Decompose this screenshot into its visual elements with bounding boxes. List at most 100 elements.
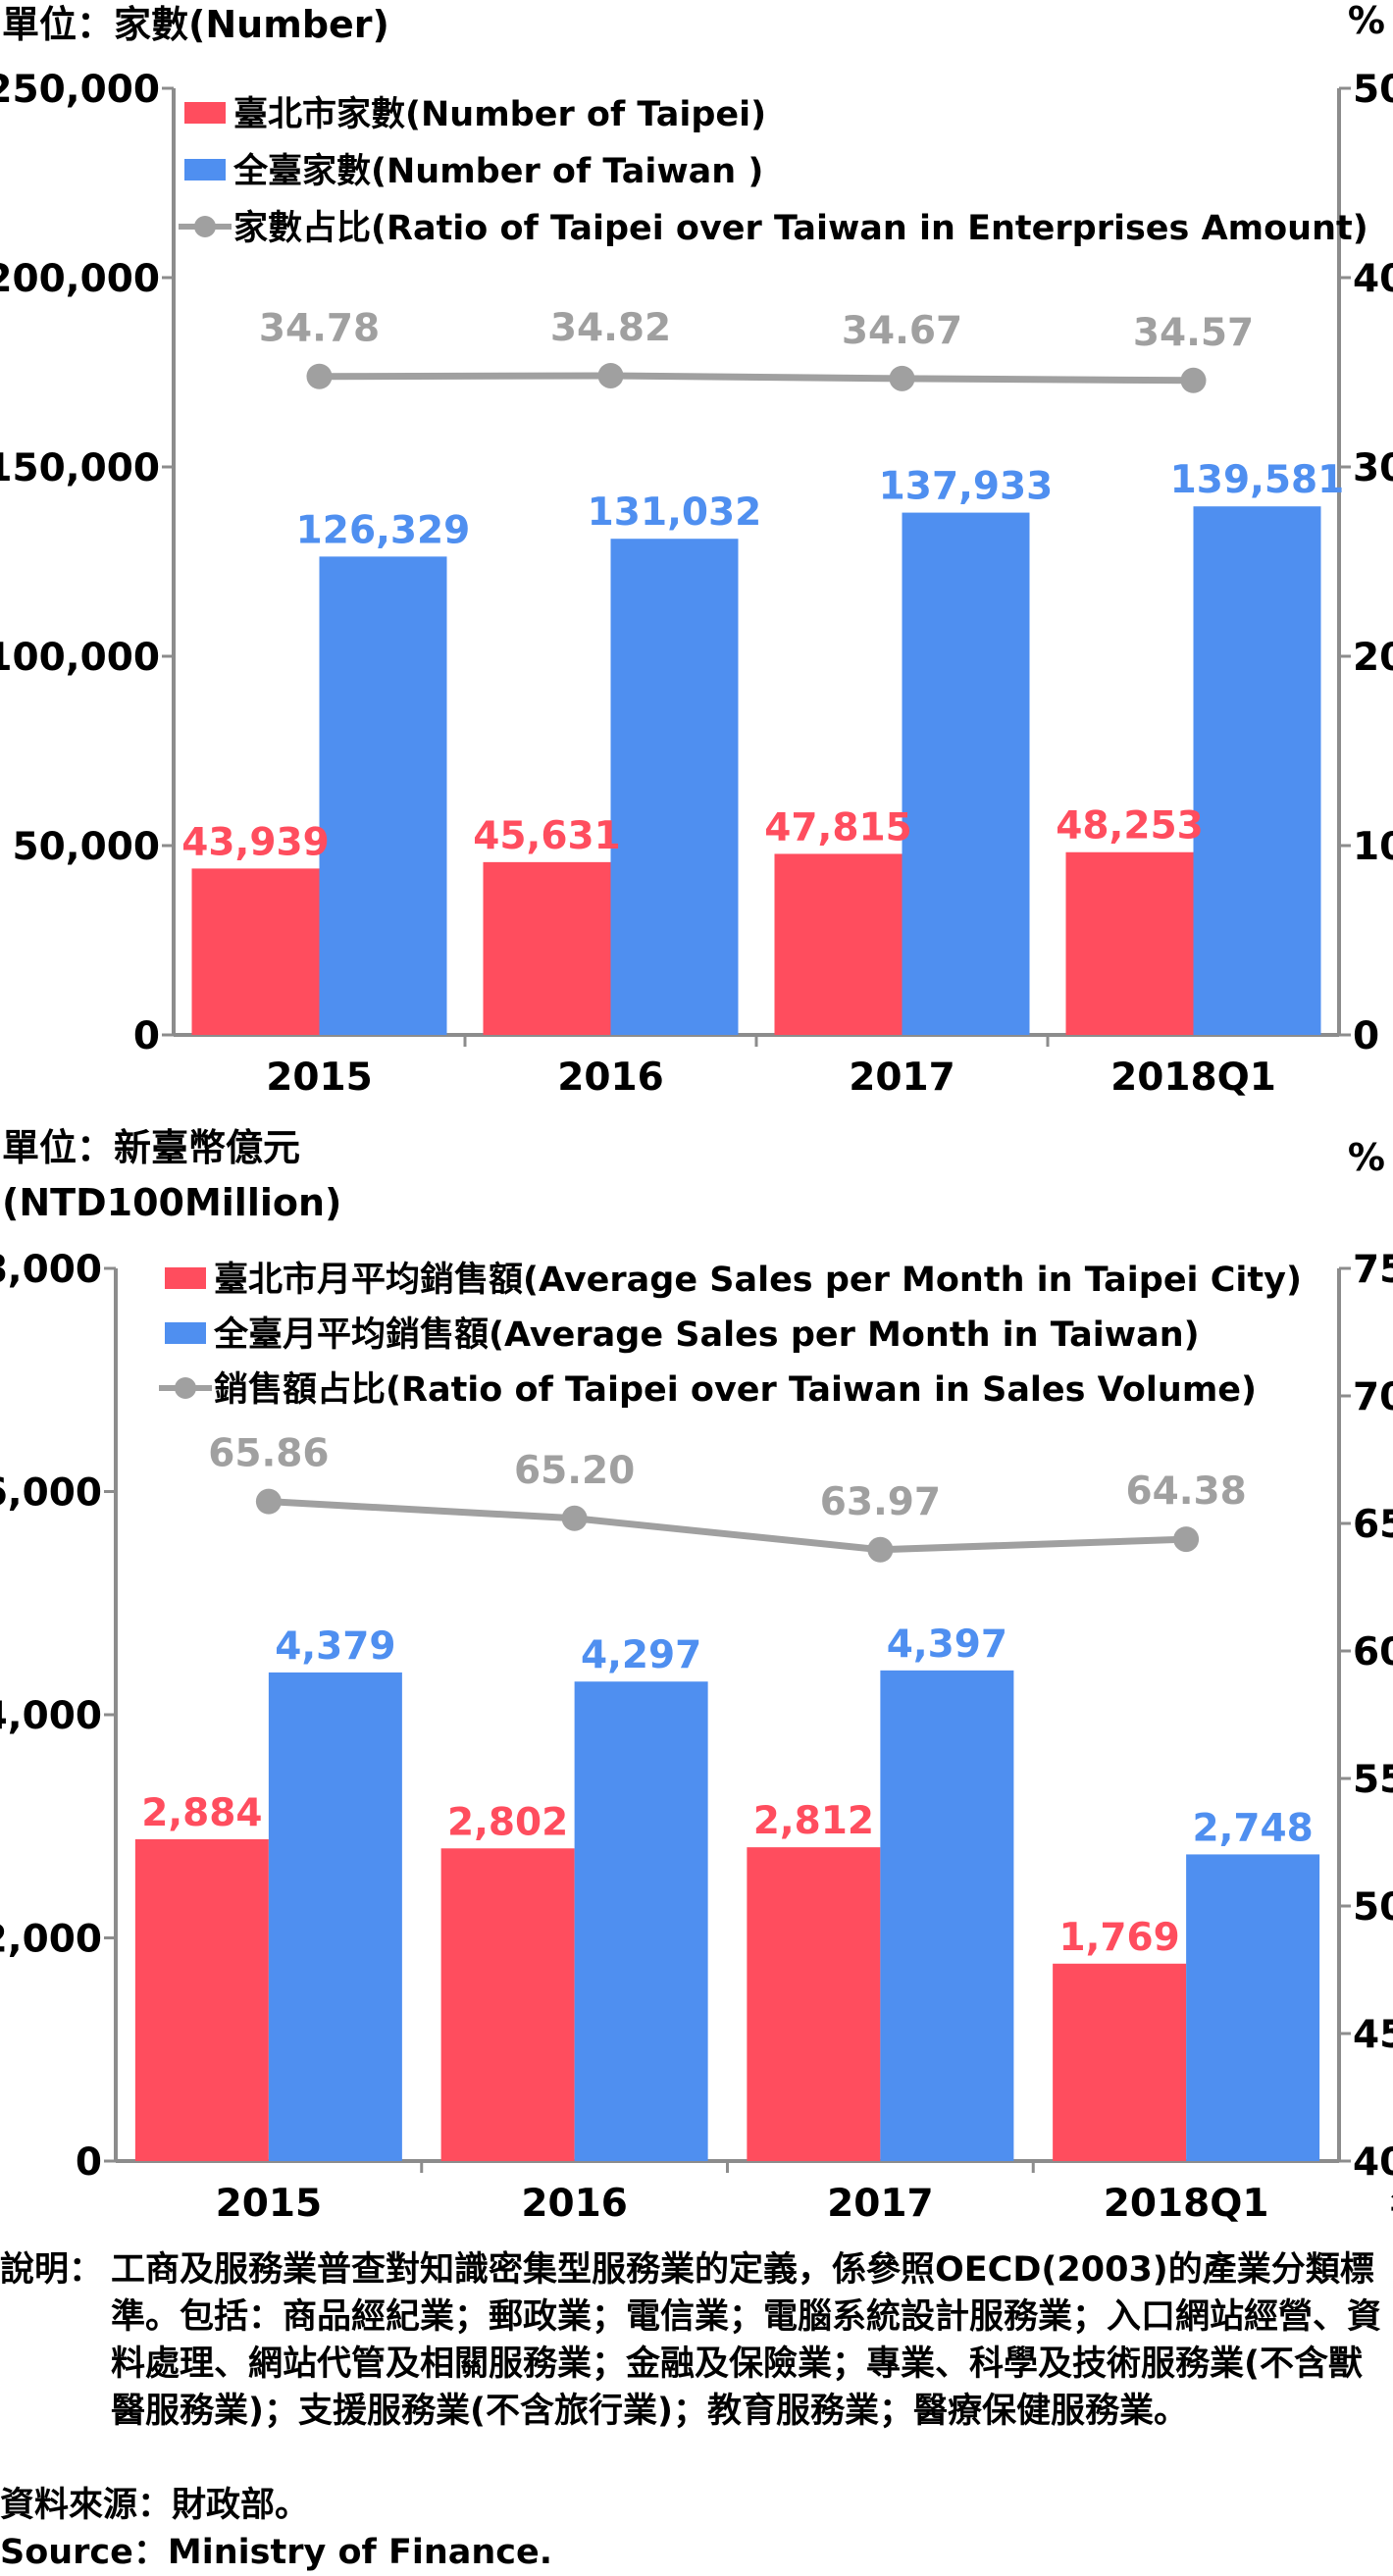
right-tick-label: 60 bbox=[1353, 1630, 1393, 1674]
left-tick-label: 4,000 bbox=[0, 1694, 102, 1738]
data-label-taiwan: 4,379 bbox=[275, 1624, 395, 1669]
data-label-ratio: 34.57 bbox=[1133, 311, 1254, 355]
ratio-point bbox=[1180, 367, 1207, 393]
legend-swatch-taipei bbox=[165, 1267, 206, 1289]
left-unit-label: 單位：家數(Number) bbox=[2, 3, 389, 46]
left-tick-label: 150,000 bbox=[0, 446, 160, 490]
right-tick-label: 20 bbox=[1353, 636, 1393, 680]
data-label-ratio: 65.20 bbox=[514, 1449, 635, 1493]
data-label-taipei: 47,815 bbox=[764, 805, 912, 850]
ratio-point bbox=[255, 1488, 282, 1515]
ratio-point bbox=[306, 363, 333, 389]
right-tick-label: 50 bbox=[1353, 1885, 1393, 1930]
x-tick-label: 2018Q1 bbox=[1104, 2182, 1269, 2226]
data-label-ratio: 34.78 bbox=[259, 307, 380, 351]
data-label-taipei: 1,769 bbox=[1058, 1916, 1179, 1960]
ratio-point bbox=[889, 365, 915, 391]
x-tick-label: 2015 bbox=[266, 1056, 373, 1100]
right-unit-label: % bbox=[1348, 0, 1385, 42]
legend-label: 臺北市家數(Number of Taipei) bbox=[233, 95, 766, 134]
bar-taiwan bbox=[1193, 506, 1321, 1035]
note-label: 說明： bbox=[0, 2250, 104, 2290]
data-label-ratio: 64.38 bbox=[1125, 1469, 1246, 1514]
data-label-taiwan: 4,297 bbox=[581, 1633, 701, 1677]
data-label-ratio: 65.86 bbox=[208, 1432, 329, 1476]
left-unit-label-english: (NTD100Million) bbox=[2, 1181, 341, 1224]
legend-label: 全臺月平均銷售額(Average Sales per Month in Taiw… bbox=[213, 1314, 1200, 1355]
left-tick-label: 8,000 bbox=[0, 1248, 102, 1292]
left-tick-label: 100,000 bbox=[0, 636, 160, 680]
x-tick-label: 2017 bbox=[827, 2182, 934, 2226]
data-label-taiwan: 126,329 bbox=[296, 508, 471, 552]
right-tick-label: 75 bbox=[1353, 1248, 1393, 1292]
bar-taiwan bbox=[574, 1681, 708, 2161]
left-tick-label: 0 bbox=[76, 2140, 102, 2185]
source-chinese: 資料來源：財政部。 bbox=[0, 2486, 310, 2525]
right-tick-label: 50 bbox=[1353, 68, 1393, 112]
bar-taiwan bbox=[319, 556, 447, 1035]
legend-swatch-ratio-marker bbox=[194, 216, 216, 237]
left-unit-label: 單位：新臺幣億元 bbox=[2, 1126, 300, 1169]
legend-swatch-taiwan bbox=[184, 159, 226, 180]
right-tick-label: 45 bbox=[1353, 2013, 1393, 2057]
bar-taiwan bbox=[902, 512, 1030, 1035]
bar-taipei bbox=[440, 1848, 575, 2161]
data-label-ratio: 34.82 bbox=[550, 306, 671, 350]
left-tick-label: 0 bbox=[133, 1014, 160, 1058]
x-tick-label: 2018Q1 bbox=[1110, 1056, 1276, 1100]
note-text: 工商及服務業普查對知識密集型服務業的定義，係參照OECD(2003)的產業分類標… bbox=[111, 2250, 1382, 2431]
bar-taipei bbox=[747, 1847, 881, 2161]
x-tick-label: 2017 bbox=[849, 1056, 955, 1100]
right-tick-label: 40 bbox=[1353, 2140, 1393, 2185]
right-tick-label: 55 bbox=[1353, 1758, 1393, 1802]
bar-taiwan bbox=[880, 1670, 1014, 2161]
right-unit-label: % bbox=[1348, 1136, 1385, 1179]
bar-taipei bbox=[1065, 851, 1194, 1035]
legend-label: 臺北市月平均銷售額(Average Sales per Month in Tai… bbox=[214, 1261, 1302, 1300]
left-tick-label: 200,000 bbox=[0, 257, 160, 301]
data-label-taipei: 2,884 bbox=[141, 1791, 262, 1835]
bar-taiwan bbox=[610, 539, 739, 1035]
bar-taipei bbox=[134, 1838, 269, 2161]
right-tick-label: 10 bbox=[1353, 825, 1393, 869]
bar-taiwan bbox=[268, 1672, 402, 2161]
data-label-taiwan: 137,933 bbox=[879, 465, 1054, 509]
bar-taipei bbox=[483, 861, 611, 1035]
ratio-point bbox=[561, 1505, 588, 1531]
bar-taipei bbox=[774, 853, 903, 1035]
data-label-taiwan: 2,748 bbox=[1192, 1806, 1313, 1850]
legend-label: 家數占比(Ratio of Taipei over Taiwan in Ente… bbox=[233, 209, 1368, 248]
data-label-taipei: 48,253 bbox=[1056, 804, 1204, 849]
legend-label: 全臺家數(Number of Taiwan ) bbox=[232, 151, 763, 191]
data-label-taiwan: 4,397 bbox=[887, 1623, 1007, 1667]
ratio-line bbox=[319, 372, 1194, 385]
data-label-ratio: 63.97 bbox=[820, 1480, 941, 1524]
legend-swatch-taipei bbox=[184, 102, 226, 124]
data-label-taipei: 2,802 bbox=[447, 1800, 568, 1844]
x-axis-suffix: 年 bbox=[1390, 2182, 1393, 2226]
data-label-taipei: 45,631 bbox=[473, 814, 621, 858]
x-tick-label: 2015 bbox=[216, 2182, 323, 2226]
right-tick-label: 70 bbox=[1353, 1375, 1393, 1419]
data-label-taiwan: 131,032 bbox=[588, 490, 762, 535]
ratio-point bbox=[597, 362, 624, 388]
left-tick-label: 50,000 bbox=[13, 825, 161, 869]
ratio-line bbox=[268, 1498, 1187, 1554]
x-tick-label: 2016 bbox=[557, 1056, 664, 1100]
ratio-point bbox=[867, 1536, 894, 1563]
right-tick-label: 65 bbox=[1353, 1503, 1393, 1547]
legend-swatch-taiwan bbox=[165, 1322, 206, 1344]
right-tick-label: 40 bbox=[1353, 257, 1393, 301]
left-tick-label: 2,000 bbox=[0, 1918, 102, 1962]
x-tick-label: 2016 bbox=[521, 2182, 628, 2226]
left-tick-label: 250,000 bbox=[0, 68, 160, 112]
bar-taipei bbox=[191, 868, 320, 1035]
data-label-taiwan: 139,581 bbox=[1170, 458, 1345, 502]
legend-swatch-ratio-marker bbox=[175, 1377, 196, 1399]
right-tick-label: 30 bbox=[1353, 446, 1393, 490]
ratio-point bbox=[1173, 1526, 1200, 1553]
data-label-taipei: 43,939 bbox=[181, 820, 330, 864]
sales-volume-chart: 單位：新臺幣億元 (NTD100Million)% 8,000 6,000 4,000 2… bbox=[0, 1126, 1393, 2226]
bar-taipei bbox=[1053, 1963, 1187, 2161]
right-tick-label: 0 bbox=[1353, 1014, 1379, 1058]
